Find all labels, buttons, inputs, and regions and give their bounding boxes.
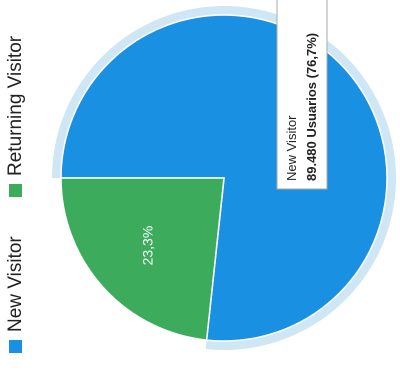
- pie-plot: 23,3%: [52, 6, 396, 350]
- pie-slice-returning-visitor[interactable]: [60, 177, 225, 341]
- tooltip: New Visitor 89.480 Usuarios (76,7%): [276, 0, 328, 190]
- legend-label-returning-visitor: Returning Visitor: [5, 35, 26, 176]
- tooltip-box: [276, 0, 328, 190]
- legend-swatch-returning-visitor: [9, 184, 22, 197]
- tooltip-value: 89.480 Usuarios (76,7%): [304, 33, 319, 181]
- legend-label-new-visitor: New Visitor: [5, 236, 26, 332]
- pie-slice-label: 23,3%: [140, 226, 156, 266]
- tooltip-title: New Visitor: [284, 115, 299, 181]
- legend: New Visitor Returning Visitor: [5, 35, 26, 353]
- legend-swatch-new-visitor: [9, 340, 22, 353]
